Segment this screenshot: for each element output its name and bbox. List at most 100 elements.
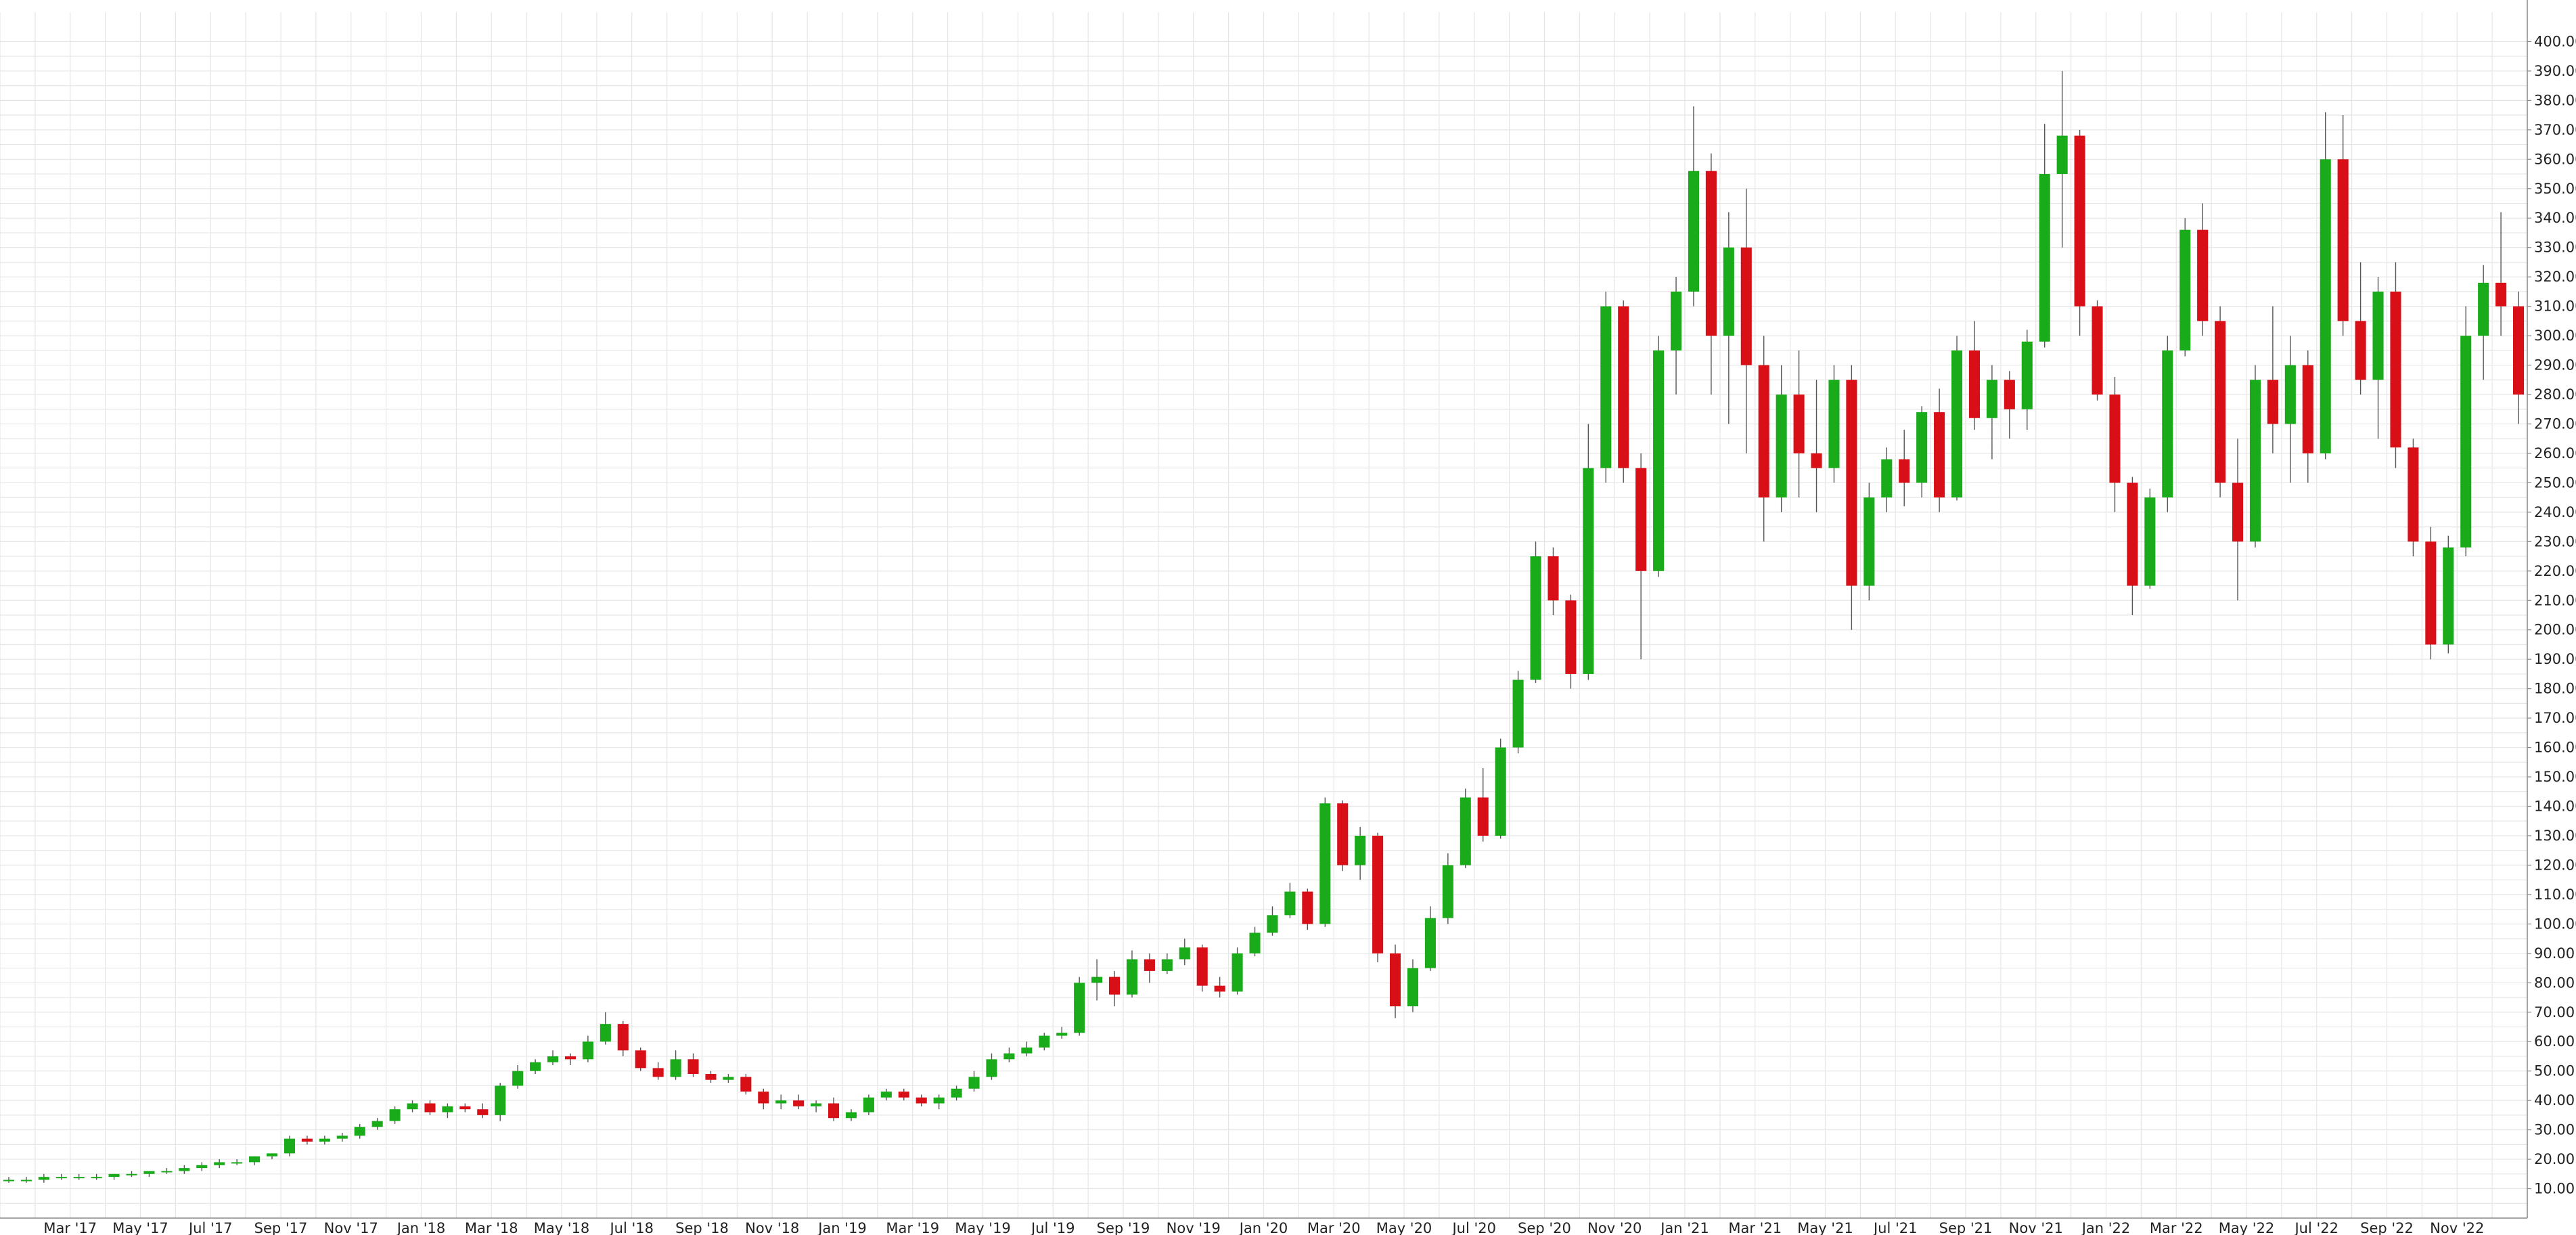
candle-down bbox=[617, 1020, 629, 1056]
candle-body bbox=[1126, 959, 1138, 995]
candle-down bbox=[652, 1062, 664, 1080]
candle-down bbox=[705, 1071, 717, 1083]
candle-up bbox=[73, 1173, 85, 1180]
candle-up bbox=[600, 1012, 611, 1045]
candle-down bbox=[1758, 336, 1769, 542]
candle-body bbox=[1003, 1053, 1015, 1060]
y-tick-label: 270.00 bbox=[2534, 416, 2576, 432]
x-tick-label: Mar '22 bbox=[2150, 1220, 2203, 1235]
x-tick-label: Jul '19 bbox=[1030, 1220, 1075, 1235]
candle-up bbox=[336, 1132, 348, 1142]
candle-body bbox=[1056, 1033, 1068, 1036]
y-tick-label: 260.00 bbox=[2534, 445, 2576, 462]
candle-body bbox=[916, 1097, 927, 1104]
candle-up bbox=[2162, 336, 2173, 512]
x-tick-label: Nov '18 bbox=[745, 1220, 799, 1235]
candle-down bbox=[2337, 115, 2349, 336]
candle-body bbox=[2408, 447, 2419, 542]
candle-down bbox=[1618, 300, 1629, 483]
candle-body bbox=[1372, 835, 1384, 953]
candle-down bbox=[2232, 439, 2244, 601]
candle-body bbox=[863, 1097, 874, 1113]
candle-body bbox=[1302, 891, 1313, 924]
candle-down bbox=[758, 1088, 769, 1110]
candle-down bbox=[1144, 953, 1155, 983]
y-tick-label: 390.00 bbox=[2534, 63, 2576, 79]
y-tick-label: 280.00 bbox=[2534, 386, 2576, 403]
candle-down bbox=[2355, 262, 2366, 395]
x-tick-label: Sep '18 bbox=[675, 1220, 729, 1235]
candle-up bbox=[1530, 541, 1541, 683]
candle-body bbox=[1986, 380, 1997, 418]
candle-up bbox=[1074, 976, 1085, 1036]
candle-up bbox=[354, 1123, 365, 1139]
candle-up bbox=[512, 1064, 524, 1089]
y-tick-label: 140.00 bbox=[2534, 799, 2576, 815]
candle-body bbox=[126, 1173, 137, 1175]
candle-body bbox=[1249, 933, 1261, 953]
candle-body bbox=[1811, 453, 1822, 468]
candle-up bbox=[986, 1053, 997, 1080]
candle-body bbox=[1021, 1047, 1033, 1054]
candle-up bbox=[20, 1177, 32, 1183]
candle-body bbox=[2425, 541, 2437, 645]
candle-up bbox=[284, 1136, 296, 1157]
y-axis-ticks: 10.00 20.00 30.00 40.00 50.00 60.00 70.00 80.00… bbox=[2527, 33, 2576, 1197]
candle-down bbox=[1337, 800, 1349, 872]
candle-body bbox=[1828, 380, 1840, 468]
candle-body bbox=[1618, 306, 1629, 468]
y-tick-label: 210.00 bbox=[2534, 592, 2576, 608]
y-tick-label: 20.00 bbox=[2534, 1151, 2575, 1167]
candle-up bbox=[1653, 336, 1665, 577]
candle-up bbox=[1126, 950, 1138, 998]
candle-up bbox=[1881, 447, 1893, 512]
candle-up bbox=[880, 1088, 892, 1101]
candle-body bbox=[1740, 247, 1752, 365]
candle-down bbox=[793, 1094, 805, 1110]
candle-body bbox=[389, 1109, 401, 1121]
candle-body bbox=[73, 1177, 85, 1179]
y-tick-label: 340.00 bbox=[2534, 210, 2576, 226]
candle-body bbox=[1934, 412, 1945, 498]
x-tick-label: Mar '20 bbox=[1307, 1220, 1361, 1235]
candle-body bbox=[1670, 291, 1682, 351]
candle-down bbox=[1108, 970, 1121, 1007]
candle-body bbox=[2337, 159, 2349, 321]
candle-up bbox=[249, 1156, 261, 1165]
candle-body bbox=[845, 1112, 857, 1119]
candle-body bbox=[2179, 229, 2191, 351]
candle-body bbox=[2056, 135, 2068, 175]
candle-down bbox=[1547, 547, 1559, 615]
candle-down bbox=[2390, 262, 2401, 468]
candle-up bbox=[2249, 365, 2261, 548]
candle-up bbox=[1600, 291, 1612, 483]
candle-body bbox=[1530, 556, 1541, 680]
candle-body bbox=[108, 1173, 120, 1177]
candle-body bbox=[617, 1024, 629, 1051]
candle-body bbox=[266, 1153, 278, 1157]
candle-body bbox=[1846, 380, 1857, 586]
candle-body bbox=[1108, 976, 1121, 995]
candle-up bbox=[407, 1100, 418, 1113]
candle-body bbox=[1161, 959, 1173, 971]
candle-body bbox=[635, 1050, 646, 1069]
candle-body bbox=[1758, 365, 1769, 498]
candle-up bbox=[1407, 959, 1419, 1012]
candle-down bbox=[1846, 365, 1857, 630]
x-tick-label: Sep '17 bbox=[254, 1220, 308, 1235]
candle-series bbox=[3, 70, 2525, 1183]
candle-up bbox=[2056, 70, 2068, 248]
candle-up bbox=[775, 1094, 787, 1110]
candle-body bbox=[3, 1180, 15, 1182]
candle-down bbox=[2092, 300, 2103, 401]
candle-down bbox=[2408, 439, 2419, 557]
y-tick-label: 180.00 bbox=[2534, 681, 2576, 697]
x-tick-label: May '19 bbox=[955, 1220, 1011, 1235]
x-tick-label: Nov '21 bbox=[2009, 1220, 2063, 1235]
x-tick-label: Jul '21 bbox=[1872, 1220, 1918, 1235]
y-tick-label: 90.00 bbox=[2534, 945, 2575, 962]
candle-up bbox=[1828, 365, 1840, 483]
candle-up bbox=[1056, 1027, 1068, 1039]
x-tick-label: Nov '22 bbox=[2430, 1220, 2484, 1235]
candle-body bbox=[1495, 747, 1506, 836]
